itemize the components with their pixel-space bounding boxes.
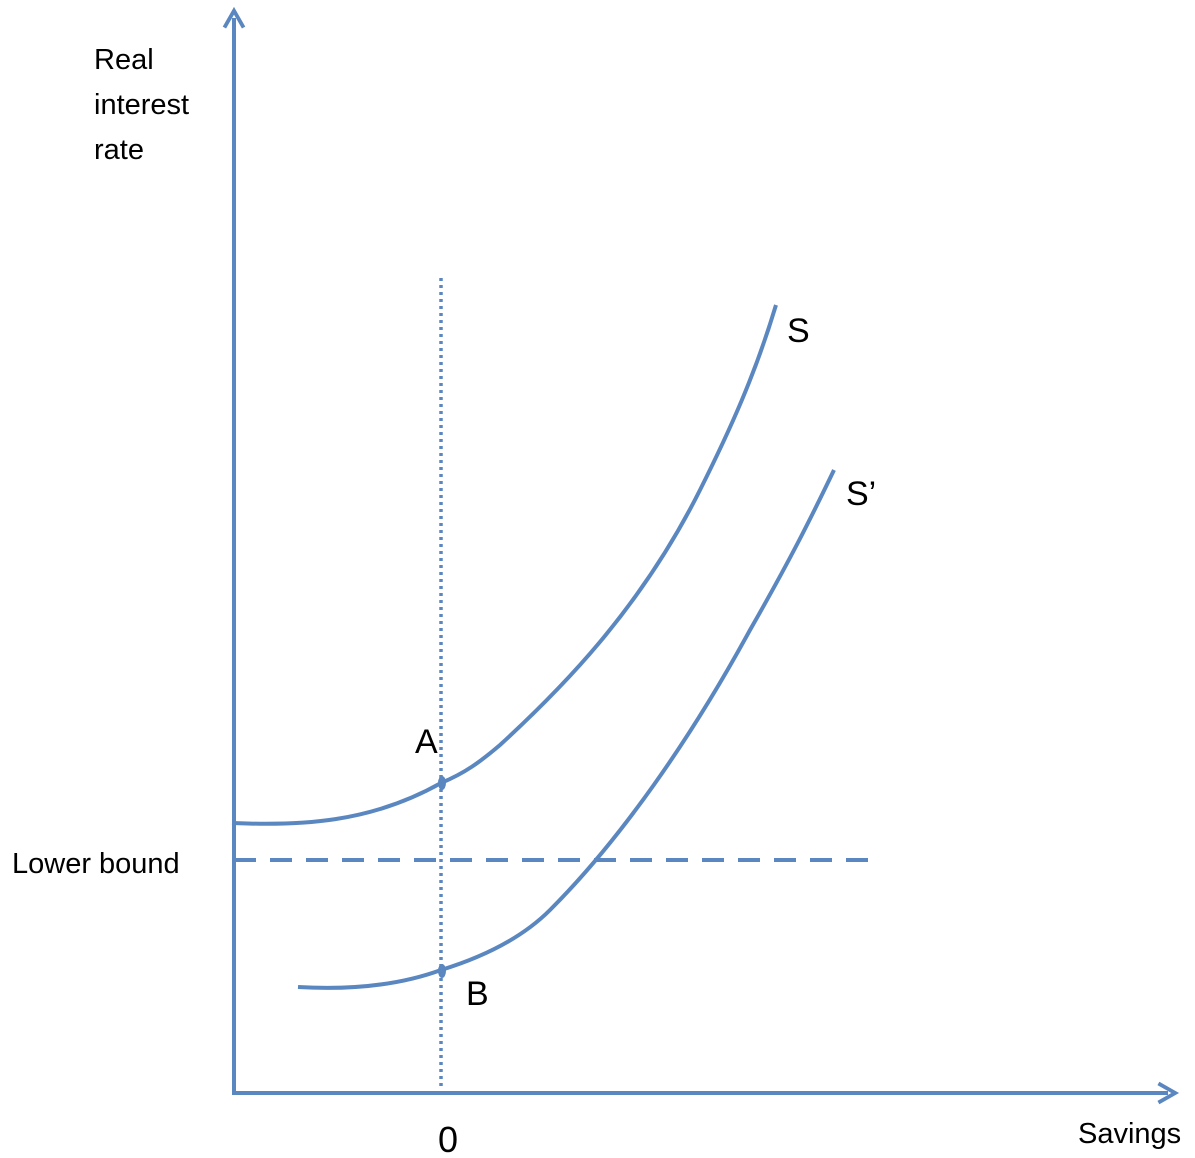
s-curve-label: S [787, 312, 810, 350]
s-prime-curve [297, 469, 836, 990]
x-axis-zero-label: 0 [438, 1119, 458, 1158]
y-axis-title-line-1: Real [94, 44, 154, 76]
point-b-label: B [466, 975, 489, 1013]
y-axis-title-line-2: interest [94, 89, 189, 121]
y-axis-title-line-3: rate [94, 134, 144, 166]
s-curve [231, 304, 778, 826]
lower-bound-label: Lower bound [12, 848, 180, 880]
s-prime-curve-label: S’ [846, 475, 876, 513]
x-axis-title: Savings [1078, 1118, 1181, 1150]
point-a-label: A [415, 723, 438, 761]
point-b-marker [438, 964, 446, 978]
point-a-marker [438, 776, 446, 790]
